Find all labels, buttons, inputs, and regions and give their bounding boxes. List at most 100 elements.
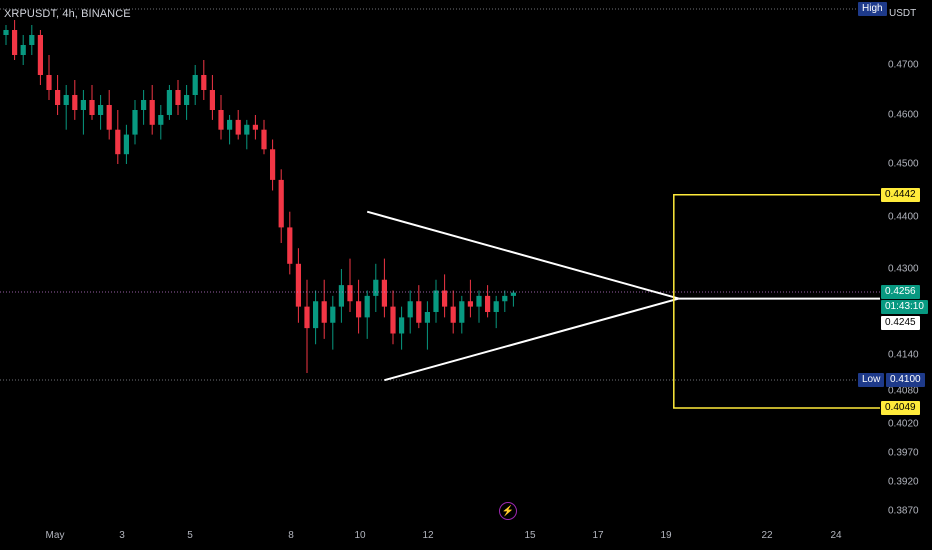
candle-body <box>72 95 78 110</box>
candle <box>115 110 121 164</box>
candle <box>201 60 207 100</box>
candle <box>459 295 465 334</box>
current-price-tag: 0.4256 <box>881 285 920 299</box>
candle <box>433 279 439 323</box>
time-tick-label: 19 <box>660 530 672 541</box>
candle <box>123 124 129 164</box>
candle-body <box>235 119 241 135</box>
candle-body <box>63 95 69 105</box>
candle <box>330 295 336 350</box>
candle <box>407 290 413 334</box>
candle <box>321 279 327 339</box>
price-tick-label: 0.4300 <box>888 263 919 275</box>
time-tick-label: 3 <box>119 530 125 541</box>
candle-body <box>20 45 26 55</box>
triangle-lower-line <box>384 297 680 382</box>
candle <box>381 258 387 318</box>
candle-body <box>12 30 18 55</box>
time-tick-label: 5 <box>187 530 193 541</box>
candle-body <box>227 119 233 130</box>
candle <box>502 290 508 312</box>
candle-body <box>416 301 422 323</box>
candle <box>106 90 112 140</box>
candle <box>476 290 482 323</box>
candle-body <box>459 301 465 323</box>
candle <box>356 279 362 334</box>
candle-body <box>80 100 86 110</box>
triangle-upper-line <box>366 210 680 300</box>
candle <box>63 85 69 130</box>
candle <box>192 65 198 105</box>
candle-body <box>252 124 258 130</box>
candle <box>227 115 233 145</box>
candle <box>278 169 284 243</box>
candle <box>12 20 18 60</box>
candle <box>399 306 405 350</box>
candle <box>29 25 35 55</box>
candle <box>287 211 293 275</box>
candle-body <box>141 100 147 110</box>
candlestick-series <box>3 20 516 373</box>
candle-body <box>390 306 396 334</box>
candle <box>493 295 499 329</box>
candle-body <box>364 295 370 318</box>
candle-body <box>201 75 207 90</box>
candle-body <box>476 295 482 307</box>
candle-body <box>132 110 138 135</box>
candle <box>270 139 276 191</box>
candle <box>364 290 370 339</box>
candle <box>235 110 241 140</box>
lightning-icon[interactable]: ⚡ <box>499 502 517 520</box>
price-tick-label: 0.4600 <box>888 109 919 121</box>
candle <box>72 80 78 120</box>
symbol-title[interactable]: XRPUSDT, 4h, BINANCE <box>4 8 131 20</box>
candle <box>450 290 456 334</box>
candle <box>467 279 473 318</box>
drawing-overlay[interactable] <box>366 193 880 409</box>
candle-body <box>442 290 448 307</box>
candle <box>304 279 310 373</box>
candle-body <box>37 35 43 75</box>
apex-price-tag: 0.4245 <box>881 316 920 330</box>
candle <box>89 85 95 120</box>
candle <box>209 75 215 120</box>
price-tick-label: 0.4020 <box>888 418 919 430</box>
currency-unit: USDT <box>889 8 917 19</box>
time-tick-label: 10 <box>354 530 366 541</box>
candle-body <box>115 129 121 155</box>
price-tick-label: 0.4140 <box>888 349 919 361</box>
candle-body <box>502 295 508 302</box>
candle-body <box>278 179 284 228</box>
candle-body <box>493 301 499 312</box>
candle-body <box>184 95 190 105</box>
candle <box>510 290 516 307</box>
price-tick-label: 0.4700 <box>888 59 919 71</box>
candle-body <box>424 312 430 323</box>
price-tick-label: 0.4500 <box>888 158 919 170</box>
candle-body <box>46 75 52 90</box>
candle-body <box>510 292 516 296</box>
time-tick-label: 24 <box>830 530 842 541</box>
candle-body <box>373 279 379 296</box>
candle <box>442 274 448 318</box>
candle-body <box>407 301 413 318</box>
candle <box>485 285 491 318</box>
time-tick-label: 12 <box>422 530 434 541</box>
candle-body <box>330 306 336 323</box>
low-label: Low <box>858 373 885 387</box>
candle <box>37 30 43 85</box>
candle <box>416 285 422 329</box>
candle-body <box>433 290 439 312</box>
candle-body <box>270 149 276 180</box>
candle-body <box>485 295 491 312</box>
time-tick-label: 8 <box>288 530 294 541</box>
candle <box>347 258 353 312</box>
candle-body <box>287 227 293 264</box>
candle <box>55 75 61 115</box>
low-price-tag: 0.4100 <box>886 373 925 387</box>
candle-body <box>209 90 215 110</box>
price-tick-label: 0.4400 <box>888 211 919 223</box>
candle-body <box>467 301 473 307</box>
target-up-price-tag: 0.4442 <box>881 188 920 202</box>
